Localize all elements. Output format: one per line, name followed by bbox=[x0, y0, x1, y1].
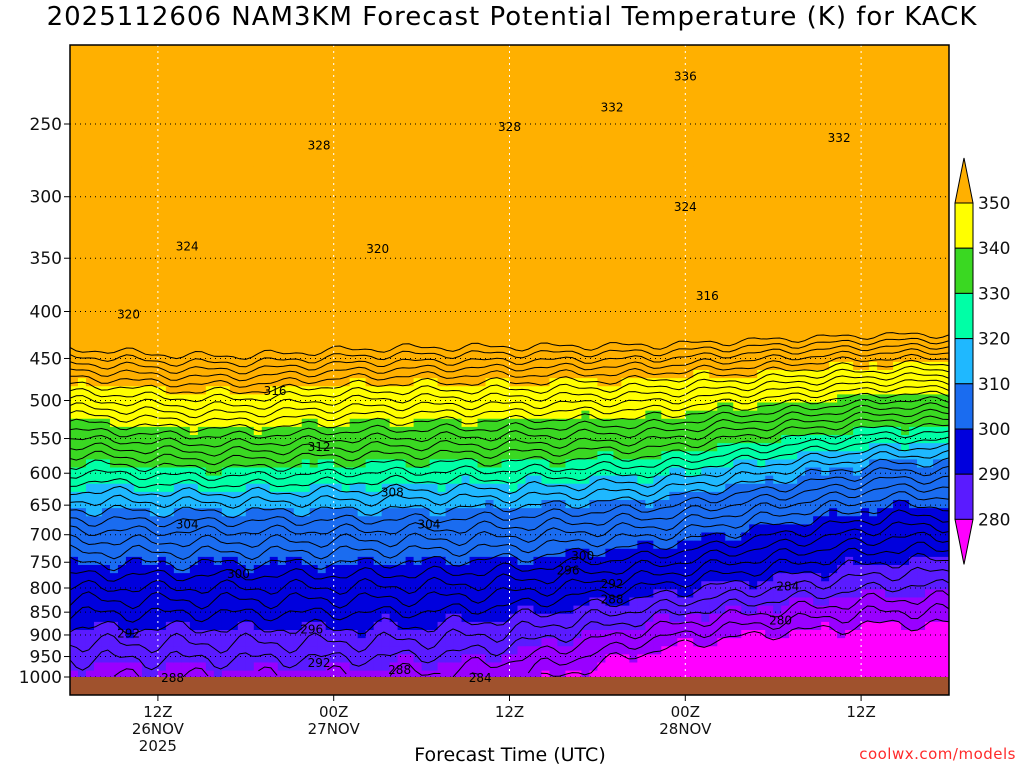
y-tick-label: 700 bbox=[30, 526, 62, 546]
y-tick-label: 300 bbox=[30, 188, 62, 208]
colorbar-min-arrow bbox=[954, 518, 974, 565]
contour-label: 332 bbox=[601, 101, 624, 115]
y-tick-label: 400 bbox=[30, 302, 62, 322]
contour-label: 284 bbox=[776, 579, 799, 593]
contour-label: 312 bbox=[308, 440, 331, 454]
credit-link[interactable]: coolwx.com/models bbox=[859, 745, 1016, 763]
grid-lines bbox=[70, 45, 949, 695]
y-tick-label: 900 bbox=[30, 626, 62, 646]
contour-label: 328 bbox=[308, 139, 331, 153]
colorbar: 350 340 330 320 310 300 290 280 bbox=[954, 157, 1010, 565]
x-tick-label: 27NOV bbox=[308, 720, 361, 738]
y-tick-label: 550 bbox=[30, 430, 62, 450]
contour-label: 300 bbox=[571, 549, 594, 563]
contour-label: 292 bbox=[601, 577, 624, 591]
colorbar-label: 330 bbox=[978, 284, 1010, 304]
colorbar-bin bbox=[954, 428, 974, 475]
colorbar-label: 290 bbox=[978, 465, 1010, 485]
contour-label: 292 bbox=[117, 627, 140, 641]
y-tick-label: 650 bbox=[30, 496, 62, 516]
contour-label: 324 bbox=[176, 240, 199, 254]
colorbar-bin bbox=[954, 383, 974, 430]
y-tick-label: 800 bbox=[30, 579, 62, 599]
contour-label: 300 bbox=[227, 567, 250, 581]
colorbar-bin bbox=[954, 338, 974, 385]
contour-label: 316 bbox=[696, 289, 719, 303]
y-tick-label: 1000 bbox=[19, 668, 62, 688]
y-tick-label: 250 bbox=[30, 115, 62, 135]
x-tick-label: 26NOV bbox=[132, 720, 185, 738]
contour-label: 288 bbox=[161, 671, 184, 685]
colorbar-label: 340 bbox=[978, 239, 1010, 259]
contour-labels: 336 332 332 328 328 324 324 320 320 316 316 312 308 3… bbox=[117, 70, 850, 685]
y-tick-label: 750 bbox=[30, 553, 62, 573]
contour-label: 292 bbox=[308, 656, 331, 670]
y-axis: 250 300 350 400 450 500 550 600 650 700 750 800 850 9… bbox=[19, 115, 70, 688]
colorbar-label: 300 bbox=[978, 420, 1010, 440]
contour-label: 284 bbox=[469, 671, 492, 685]
contour-label: 304 bbox=[176, 517, 199, 531]
temperature-field bbox=[70, 45, 949, 695]
contour-label: 280 bbox=[769, 614, 792, 628]
colorbar-max-arrow bbox=[954, 157, 974, 204]
contour-label: 316 bbox=[264, 384, 287, 398]
ground-strip bbox=[70, 677, 949, 695]
x-tick-label: 12Z bbox=[846, 703, 875, 721]
chart-title: 2025112606 NAM3KM Forecast Potential Tem… bbox=[46, 2, 978, 32]
contour-label: 324 bbox=[674, 200, 697, 214]
colorbar-bin bbox=[954, 202, 974, 249]
contour-label: 320 bbox=[117, 307, 140, 321]
x-tick-label: 00Z bbox=[319, 703, 348, 721]
contour-label: 320 bbox=[366, 242, 389, 256]
contour-label: 288 bbox=[388, 663, 411, 677]
colorbar-label: 350 bbox=[978, 194, 1010, 214]
x-tick-label: 28NOV bbox=[659, 720, 712, 738]
contour-label: 288 bbox=[601, 592, 624, 606]
contour-label: 328 bbox=[498, 120, 521, 134]
y-tick-label: 350 bbox=[30, 249, 62, 269]
y-tick-label: 600 bbox=[30, 464, 62, 484]
colorbar-bin bbox=[954, 292, 974, 340]
y-tick-label: 450 bbox=[30, 349, 62, 369]
x-axis-label: Forecast Time (UTC) bbox=[414, 744, 606, 766]
contour-label: 308 bbox=[381, 486, 404, 500]
x-tick-label: 00Z bbox=[671, 703, 700, 721]
colorbar-label: 310 bbox=[978, 375, 1010, 395]
contour-label: 296 bbox=[557, 564, 580, 578]
x-tick-label: 2025 bbox=[139, 737, 177, 755]
contour-label: 304 bbox=[417, 517, 440, 531]
colorbar-label: 320 bbox=[978, 330, 1010, 350]
contour-label: 336 bbox=[674, 70, 697, 84]
x-tick-label: 12Z bbox=[143, 703, 172, 721]
colorbar-bin bbox=[954, 247, 974, 294]
y-tick-label: 500 bbox=[30, 392, 62, 412]
y-tick-label: 850 bbox=[30, 603, 62, 623]
y-tick-label: 950 bbox=[30, 648, 62, 668]
x-tick-label: 12Z bbox=[495, 703, 524, 721]
contour-label: 332 bbox=[828, 131, 851, 145]
colorbar-bin bbox=[954, 473, 974, 520]
contour-label: 296 bbox=[300, 623, 323, 637]
colorbar-label: 280 bbox=[978, 510, 1010, 530]
